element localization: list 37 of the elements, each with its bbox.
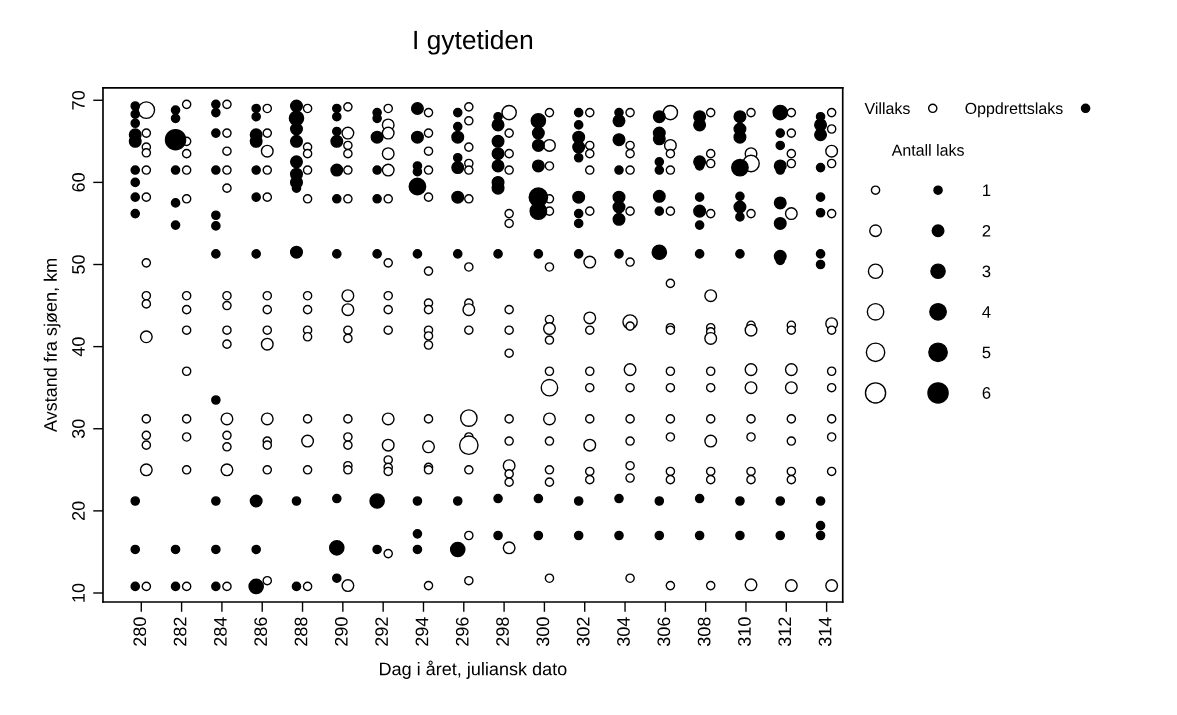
legend-label: 2 (982, 224, 991, 237)
chart-title: I gytetiden (414, 29, 533, 55)
y-tick-label: 10 (72, 583, 85, 602)
x-tick-label: 304 (617, 617, 630, 647)
y-axis-title: Avstand fra sjøen, km (43, 259, 61, 433)
x-tick-label: 302 (576, 617, 590, 647)
x-tick-label: 288 (294, 617, 308, 646)
legend-label: 6 (982, 387, 991, 399)
x-tick-label: 296 (455, 617, 469, 646)
legend-label: 4 (982, 306, 991, 318)
x-tick-label: 306 (657, 617, 671, 647)
x-tick-label: 312 (778, 617, 792, 647)
x-tick-label: 284 (213, 617, 227, 646)
legend-title: Antall laks (891, 144, 964, 156)
x-tick-label: 298 (496, 617, 509, 646)
y-tick-label: 70 (72, 90, 85, 110)
legend-label: Villaks (864, 102, 910, 115)
x-tick-label: 292 (375, 617, 389, 646)
y-tick-label: 50 (72, 255, 85, 274)
y-tick-label: 60 (72, 173, 85, 192)
legend-label: 5 (982, 346, 991, 359)
x-tick-label: 310 (738, 617, 751, 647)
x-tick-label: 294 (415, 617, 429, 646)
x-tick-label: 290 (334, 617, 348, 646)
x-tick-label: 282 (173, 617, 187, 646)
legend-label: 3 (982, 265, 991, 278)
x-axis-title: Dag i året, juliansk dato (380, 660, 567, 679)
y-tick-label: 30 (72, 419, 85, 439)
legend-label: 1 (983, 184, 991, 197)
x-tick-label: 314 (818, 617, 832, 647)
x-tick-label: 280 (133, 617, 147, 646)
y-tick-label: 40 (72, 337, 85, 357)
x-tick-label: 286 (254, 617, 268, 646)
x-tick-label: 300 (536, 617, 550, 647)
legend-label: Oppdrettslaks (965, 102, 1063, 118)
y-tick-label: 20 (72, 501, 85, 521)
x-tick-label: 308 (697, 617, 711, 647)
